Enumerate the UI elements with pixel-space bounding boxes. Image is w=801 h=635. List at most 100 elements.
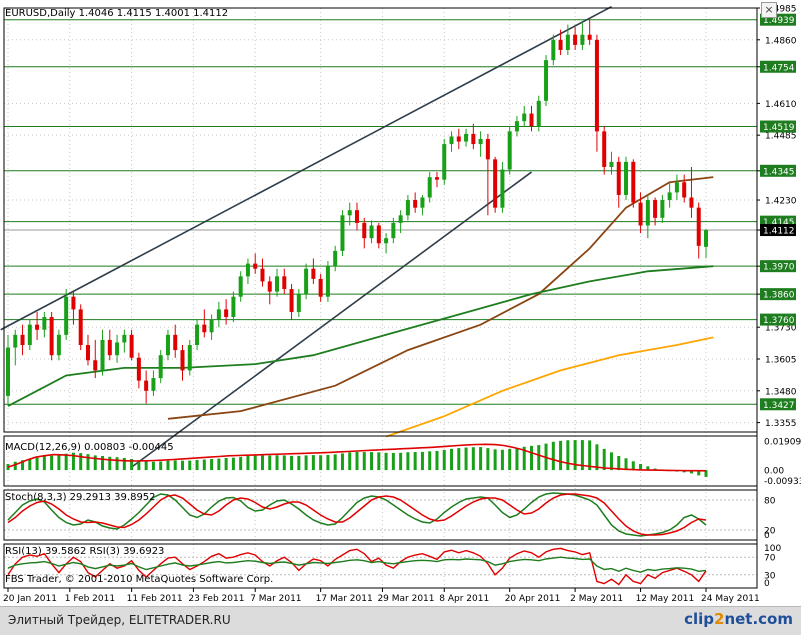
macd-bar [181,460,184,471]
price-tick-label: 1.4230 [765,197,797,207]
macd-bar [159,461,163,471]
macd-bar [595,444,599,471]
candle-body [667,192,672,201]
candle-body [376,225,381,244]
time-tick-label: 1 Feb 2011 [65,594,115,604]
macd-bar [413,452,417,471]
candle-body [674,182,679,193]
candle-body [631,161,636,203]
candle-body [42,317,47,330]
macd-bar [464,447,468,471]
time-tick-label: 29 Mar 2011 [377,594,434,604]
candle-body [216,309,221,320]
level-price-box [760,398,796,411]
macd-bar [224,457,228,471]
level-price-box [760,60,796,73]
candle-body [267,281,272,292]
level-price-box [760,313,796,326]
logo-part-c: net.com [724,610,793,628]
macd-bar [639,464,643,471]
macd-bar [355,451,359,471]
candle-body [282,276,287,290]
close-button[interactable]: × [761,2,777,18]
macd-bar [130,459,134,471]
macd-bar [580,440,584,471]
time-tick-label: 7 Mar 2011 [250,594,301,604]
price-axis: 1.4985 1.4860 1.4754 1.4610 1.4485 1.4345 1.42… [757,5,801,589]
macd-bar [35,457,39,471]
macd-bar [362,452,366,471]
macd-bar [566,440,570,471]
price-tick-label: 1.4860 [765,36,797,46]
level-price-box [760,288,796,301]
time-tick-label: 8 Apr 2011 [439,594,489,604]
rsi-tick-label: 100 [764,544,781,554]
candle-body [56,334,61,356]
candle-body [340,215,345,251]
macd-bar [246,456,250,471]
macd-bar [173,460,177,471]
candle-body [347,210,352,216]
candle-body [645,200,650,226]
macd-bar [602,448,606,471]
macd-bar [435,451,439,471]
macd-bar [522,446,526,471]
candle-body [587,34,592,40]
candle-body [231,296,236,318]
moving-average-line [7,265,714,407]
macd-bar [188,460,192,471]
macd-bar [122,457,126,471]
macd-bar [79,453,83,471]
macd-bar [653,468,657,471]
macd-bar [508,449,512,471]
macd-bar [290,455,294,471]
macd-bar [384,452,388,471]
candle-body [580,34,585,45]
macd-bar [370,452,374,471]
footer-bar: Элитный Трейдер, ELITETRADER.RU clip2net… [0,606,801,635]
candle-body [136,357,141,381]
level-price-label: 1.3970 [763,263,795,273]
stoch-tick-label: 20 [764,527,776,537]
macd-bar [689,470,693,474]
macd-bar [609,452,613,471]
candle-body [551,39,556,61]
candle-body [689,197,694,208]
candle-body [594,39,599,132]
candles [6,19,708,407]
candle-body [420,197,425,208]
candle-body [289,289,294,312]
macd-bar [239,456,243,471]
time-tick-label: 20 Jan 2011 [3,594,57,604]
level-price-label: 1.3427 [763,401,795,411]
macd-bar [442,449,446,471]
candle-body [464,133,469,142]
candle-body [173,334,178,351]
macd-bar [399,452,403,471]
rsi-panel [4,547,757,586]
candle-body [85,345,90,361]
macd-bar [646,466,650,471]
stochastic-panel [4,492,757,537]
macd-bar [50,455,54,471]
macd-bar [500,449,504,471]
logo-part-a: clip [684,610,714,628]
level-price-label: 1.4754 [763,63,795,73]
macd-bar [588,440,592,471]
macd-bar [151,461,155,471]
candle-body [653,200,658,218]
candle-body [398,215,403,223]
macd-bar [551,441,555,471]
candle-body [64,296,69,335]
macd-bar [57,454,61,471]
candle-body [507,131,512,170]
candle-body [471,133,476,145]
macd-bar [137,460,141,471]
macd-bar [704,470,708,477]
stoch-k-line [7,492,707,537]
level-price-box [760,120,796,133]
candle-body [158,355,163,379]
level-price-label: 1.3860 [763,291,795,301]
candle-body [107,339,112,356]
